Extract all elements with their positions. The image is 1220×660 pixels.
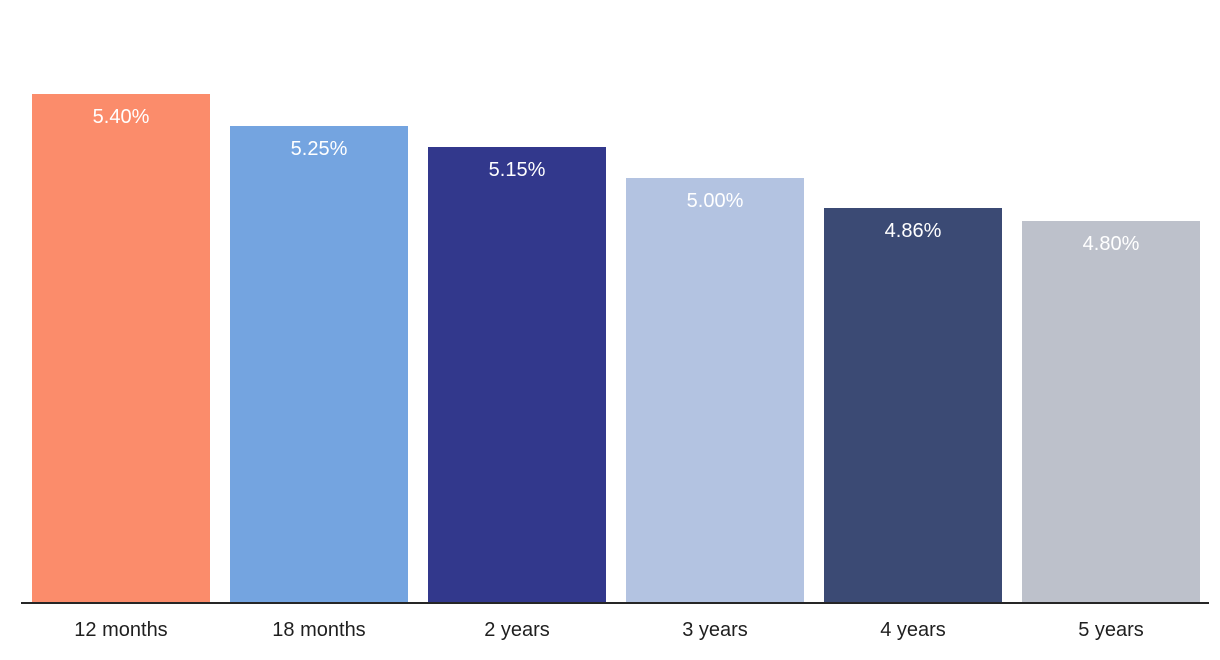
bar-value-label: 5.40%: [92, 106, 150, 128]
x-axis-line: [21, 602, 1209, 604]
x-tick-label: 4 years: [880, 619, 946, 641]
bar-value-label: 5.00%: [686, 190, 744, 212]
x-tick-label: 12 months: [74, 619, 168, 641]
bar-value-label: 4.80%: [1082, 233, 1140, 255]
bar: 5.25%: [230, 126, 408, 602]
bar: 4.80%: [1022, 221, 1200, 602]
bar-value-label: 4.86%: [884, 220, 942, 242]
x-tick-label: 18 months: [272, 619, 366, 641]
bar-value-label: 5.15%: [488, 159, 546, 181]
x-tick-label: 3 years: [682, 619, 748, 641]
bar: 5.40%: [32, 94, 210, 602]
x-tick-label: 2 years: [484, 619, 550, 641]
bar-value-label: 5.25%: [290, 138, 348, 160]
bar: 5.15%: [428, 147, 606, 602]
bar: 5.00%: [626, 178, 804, 602]
x-tick-label: 5 years: [1078, 619, 1144, 641]
bar: 4.86%: [824, 208, 1002, 602]
